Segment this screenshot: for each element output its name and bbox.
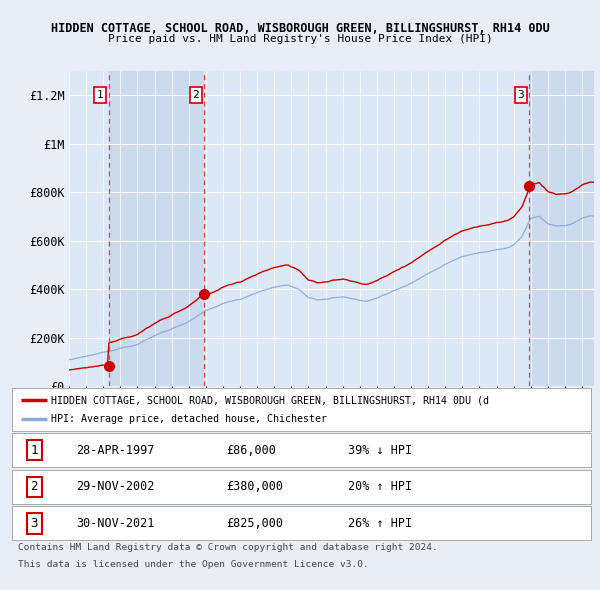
Text: Price paid vs. HM Land Registry's House Price Index (HPI): Price paid vs. HM Land Registry's House …: [107, 34, 493, 44]
Text: 1: 1: [97, 90, 103, 100]
Text: 26% ↑ HPI: 26% ↑ HPI: [348, 517, 412, 530]
Text: 28-APR-1997: 28-APR-1997: [76, 444, 154, 457]
Bar: [529, 71, 594, 386]
Text: £825,000: £825,000: [226, 517, 283, 530]
Text: 2: 2: [193, 90, 199, 100]
Text: £86,000: £86,000: [226, 444, 276, 457]
Text: 20% ↑ HPI: 20% ↑ HPI: [348, 480, 412, 493]
Text: 1: 1: [30, 444, 38, 457]
Text: £380,000: £380,000: [226, 480, 283, 493]
Text: This data is licensed under the Open Government Licence v3.0.: This data is licensed under the Open Gov…: [18, 560, 369, 569]
Text: 3: 3: [517, 90, 524, 100]
Bar: [109, 71, 204, 386]
Text: 39% ↓ HPI: 39% ↓ HPI: [348, 444, 412, 457]
Text: HIDDEN COTTAGE, SCHOOL ROAD, WISBOROUGH GREEN, BILLINGSHURST, RH14 0DU: HIDDEN COTTAGE, SCHOOL ROAD, WISBOROUGH …: [50, 22, 550, 35]
Text: 3: 3: [30, 517, 38, 530]
Text: 29-NOV-2002: 29-NOV-2002: [76, 480, 154, 493]
Text: HIDDEN COTTAGE, SCHOOL ROAD, WISBOROUGH GREEN, BILLINGSHURST, RH14 0DU (d: HIDDEN COTTAGE, SCHOOL ROAD, WISBOROUGH …: [52, 395, 490, 405]
Text: 30-NOV-2021: 30-NOV-2021: [76, 517, 154, 530]
Text: HPI: Average price, detached house, Chichester: HPI: Average price, detached house, Chic…: [52, 414, 328, 424]
Text: 2: 2: [30, 480, 38, 493]
Text: Contains HM Land Registry data © Crown copyright and database right 2024.: Contains HM Land Registry data © Crown c…: [18, 543, 438, 552]
